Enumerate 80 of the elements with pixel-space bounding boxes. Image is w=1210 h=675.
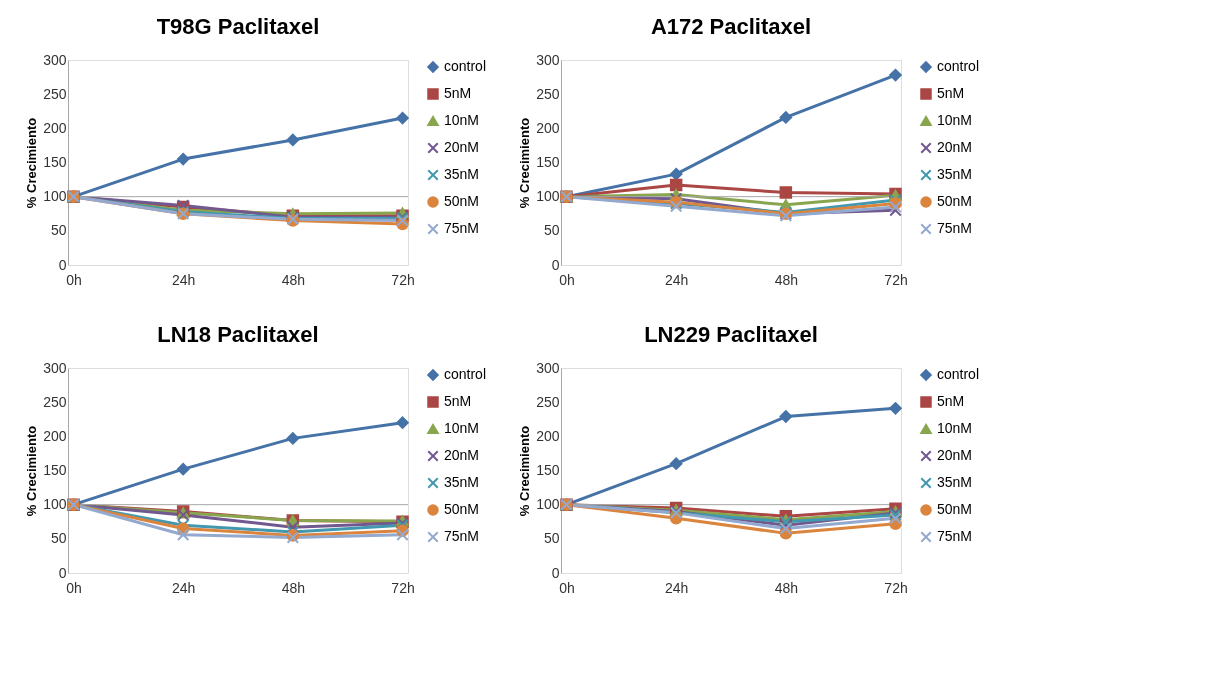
legend-label: 75nM bbox=[937, 528, 973, 544]
y-tick-label: 50 bbox=[543, 530, 560, 547]
y-tick-label: 100 bbox=[536, 496, 560, 513]
x-tick-label: 48h bbox=[774, 271, 799, 288]
legend-label: control bbox=[937, 366, 980, 382]
legend-label: 5nM bbox=[937, 85, 965, 101]
x-tick-label: 0h bbox=[559, 579, 575, 596]
y-tick-label: 250 bbox=[43, 393, 67, 410]
legend-label: 50nM bbox=[444, 501, 480, 517]
legend-label: 75nM bbox=[937, 220, 973, 236]
y-tick-label: 150 bbox=[536, 462, 560, 478]
x-tick-label: 72h bbox=[391, 579, 415, 596]
legend-label: 5nM bbox=[444, 85, 472, 101]
y-axis-title: % Crecimiento bbox=[517, 117, 533, 209]
legend-label: 5nM bbox=[444, 393, 472, 409]
legend-label: 35nM bbox=[444, 474, 480, 490]
y-tick-label: 50 bbox=[50, 530, 67, 547]
y-tick-label: 100 bbox=[43, 188, 67, 205]
x-tick-label: 48h bbox=[281, 271, 306, 288]
y-tick-label: 150 bbox=[43, 462, 67, 478]
y-tick-label: 0 bbox=[551, 564, 560, 581]
x-tick-label: 0h bbox=[66, 579, 82, 596]
legend-label: 10nM bbox=[937, 420, 973, 436]
legend-label: 20nM bbox=[444, 139, 480, 155]
y-tick-label: 100 bbox=[536, 188, 560, 205]
x-tick-label: 0h bbox=[559, 271, 575, 288]
y-tick-label: 200 bbox=[536, 427, 560, 444]
legend-label: 20nM bbox=[444, 447, 480, 463]
y-axis-title: % Crecimiento bbox=[517, 425, 533, 517]
y-axis-title: % Crecimiento bbox=[24, 425, 40, 517]
x-tick-label: 24h bbox=[664, 579, 689, 596]
y-tick-label: 300 bbox=[536, 51, 560, 68]
legend-label: 10nM bbox=[937, 112, 973, 128]
legend-label: 75nM bbox=[444, 220, 480, 236]
y-tick-label: 50 bbox=[50, 222, 67, 239]
y-tick-label: 250 bbox=[536, 393, 560, 410]
y-tick-label: 150 bbox=[536, 154, 560, 170]
x-tick-label: 0h bbox=[66, 271, 82, 288]
y-tick-label: 200 bbox=[43, 427, 67, 444]
legend-label: 20nM bbox=[937, 447, 973, 463]
legend-label: 50nM bbox=[444, 193, 480, 209]
x-tick-label: 72h bbox=[884, 579, 908, 596]
chart-title: LN18 Paclitaxel bbox=[157, 322, 319, 347]
legend-label: control bbox=[444, 366, 487, 382]
legend-label: 50nM bbox=[937, 501, 973, 517]
y-tick-label: 0 bbox=[551, 256, 560, 273]
legend-label: 50nM bbox=[937, 193, 973, 209]
x-tick-label: 72h bbox=[884, 271, 908, 288]
y-tick-label: 300 bbox=[536, 359, 560, 376]
legend-label: 35nM bbox=[937, 166, 973, 182]
y-tick-label: 250 bbox=[43, 85, 67, 102]
y-tick-label: 200 bbox=[536, 119, 560, 136]
chart-title: T98G Paclitaxel bbox=[156, 14, 320, 39]
y-tick-label: 250 bbox=[536, 85, 560, 102]
chart-title: LN229 Paclitaxel bbox=[644, 322, 818, 347]
legend-label: 35nM bbox=[937, 474, 973, 490]
y-tick-label: 300 bbox=[43, 359, 67, 376]
x-tick-label: 24h bbox=[664, 271, 689, 288]
y-tick-label: 200 bbox=[43, 119, 67, 136]
y-tick-label: 0 bbox=[58, 564, 67, 581]
chart-title: A172 Paclitaxel bbox=[650, 14, 812, 39]
legend-label: 35nM bbox=[444, 166, 480, 182]
legend-label: control bbox=[937, 58, 980, 74]
x-tick-label: 72h bbox=[391, 271, 415, 288]
legend-label: 5nM bbox=[937, 393, 965, 409]
x-tick-label: 24h bbox=[171, 579, 196, 596]
x-tick-label: 48h bbox=[774, 579, 799, 596]
legend-label: 10nM bbox=[444, 420, 480, 436]
y-tick-label: 0 bbox=[58, 256, 67, 273]
x-tick-label: 24h bbox=[171, 271, 196, 288]
y-tick-label: 100 bbox=[43, 496, 67, 513]
x-tick-label: 48h bbox=[281, 579, 306, 596]
legend-label: 20nM bbox=[937, 139, 973, 155]
y-tick-label: 300 bbox=[43, 51, 67, 68]
y-tick-label: 50 bbox=[543, 222, 560, 239]
legend-label: 10nM bbox=[444, 112, 480, 128]
legend-label: 75nM bbox=[444, 528, 480, 544]
legend-label: control bbox=[444, 58, 487, 74]
y-axis-title: % Crecimiento bbox=[24, 117, 40, 209]
y-tick-label: 150 bbox=[43, 154, 67, 170]
